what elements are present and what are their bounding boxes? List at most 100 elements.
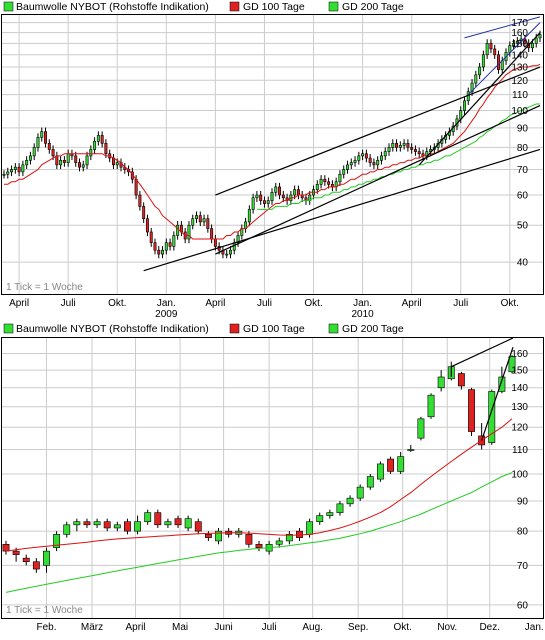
candle-body: [62, 160, 66, 163]
y-tick-label: 170: [511, 18, 528, 29]
x-tick-label: Nov.: [437, 622, 457, 633]
x-tick-label: Juni: [214, 622, 232, 633]
candle-body: [195, 215, 198, 220]
gd100-line: [5, 418, 513, 552]
y-tick-label: 60: [517, 191, 529, 202]
candle-body: [326, 512, 334, 516]
y-tick-label: 140: [511, 383, 528, 394]
candle-body: [478, 66, 482, 76]
candle-body: [2, 174, 6, 176]
candle-body: [12, 550, 20, 555]
candle-body: [468, 389, 475, 432]
candle-body: [124, 521, 131, 532]
candle-body: [113, 524, 121, 529]
candle-body: [21, 164, 25, 173]
candle-body: [93, 521, 101, 526]
candle-body: [427, 394, 435, 418]
candle-body: [229, 249, 232, 255]
candle-body: [215, 530, 222, 542]
candle-body: [353, 160, 357, 163]
candle-body: [172, 235, 176, 247]
candle-body: [397, 456, 405, 472]
candle-body: [153, 242, 157, 251]
candle-body: [395, 143, 399, 148]
candle-body: [293, 189, 297, 196]
bottom-legend-swatch-up: [3, 323, 14, 334]
candle-body: [236, 235, 240, 243]
candle-body: [391, 143, 395, 148]
x-tick-label: Aug.: [302, 622, 323, 633]
x-tick-label: April: [9, 298, 29, 309]
candle-body: [13, 166, 17, 170]
candle-body: [500, 60, 504, 70]
top-legend-title: Baumwolle NYBOT (Rohstoffe Indikation): [16, 1, 209, 13]
x-tick-label: Juli: [453, 298, 468, 309]
bottom-legend-swatch-gd200: [328, 323, 339, 334]
x-tick-label: Okt.: [394, 622, 412, 633]
candle-body: [383, 151, 387, 157]
candle-body: [357, 155, 361, 161]
candle-body: [488, 391, 496, 443]
candle-body: [410, 147, 414, 150]
candle-body: [78, 162, 81, 168]
candle-body: [32, 147, 36, 157]
y-tick-label: 50: [517, 221, 529, 232]
candle-body: [372, 162, 376, 166]
candle-body: [161, 249, 165, 255]
x-tick-label: Jan.: [525, 622, 544, 633]
candle-body: [489, 43, 493, 50]
y-tick-label: 130: [511, 402, 528, 413]
candle-body: [498, 376, 506, 392]
candle-body: [245, 534, 253, 545]
gd200-line: [5, 472, 513, 593]
candle-body: [376, 160, 380, 166]
trend-line: [451, 337, 514, 368]
candle-body: [134, 521, 141, 532]
candle-body: [204, 534, 212, 538]
top-plot-area: [2, 16, 542, 272]
candle-body: [66, 153, 70, 163]
candle-body: [103, 521, 111, 529]
bottom-gridlines: [2, 338, 543, 618]
y-tick-label: 150: [511, 39, 528, 50]
candle-body: [25, 160, 29, 166]
bottom-y-axis: 60 70 80 90 100 110 120 130 140 150 160: [511, 349, 528, 611]
candle-body: [157, 249, 161, 255]
candle-body: [225, 253, 229, 256]
candle-body: [142, 206, 146, 220]
candle-body: [96, 135, 100, 142]
candle-body: [85, 155, 89, 166]
trend-line: [464, 16, 541, 39]
candle-body: [164, 521, 172, 526]
candle-body: [530, 43, 534, 49]
x-tick-label: April: [402, 298, 422, 309]
y-tick-label: 80: [517, 143, 529, 154]
x-tick-label: April: [205, 298, 225, 309]
x-tick-label: Jan.: [157, 298, 176, 309]
candle-body: [198, 215, 202, 223]
candle-body: [259, 194, 263, 201]
candle-body: [22, 557, 30, 563]
top-legend-swatch-gd100: [229, 1, 240, 12]
candle-body: [306, 521, 314, 535]
x-tick-label: Mai: [172, 622, 188, 633]
x-tick-label: Juli: [262, 622, 277, 633]
candle-body: [402, 143, 406, 146]
candle-body: [534, 37, 538, 44]
x-tick-label: Okt.: [304, 298, 322, 309]
y-tick-label: 110: [512, 90, 528, 101]
x-tick-label: März: [81, 622, 103, 633]
candle-body: [387, 458, 394, 472]
candle-body: [255, 543, 263, 548]
candle-body: [89, 149, 93, 157]
candle-body: [356, 486, 364, 499]
candle-body: [266, 200, 270, 204]
candle-body: [93, 141, 97, 150]
candle-body: [361, 153, 365, 157]
candle-body: [149, 231, 153, 243]
trend-line: [215, 66, 541, 196]
candle-body: [364, 153, 368, 159]
candle-body: [407, 449, 415, 451]
x-year-label: 2009: [155, 309, 178, 320]
y-tick-label: 160: [511, 349, 528, 360]
